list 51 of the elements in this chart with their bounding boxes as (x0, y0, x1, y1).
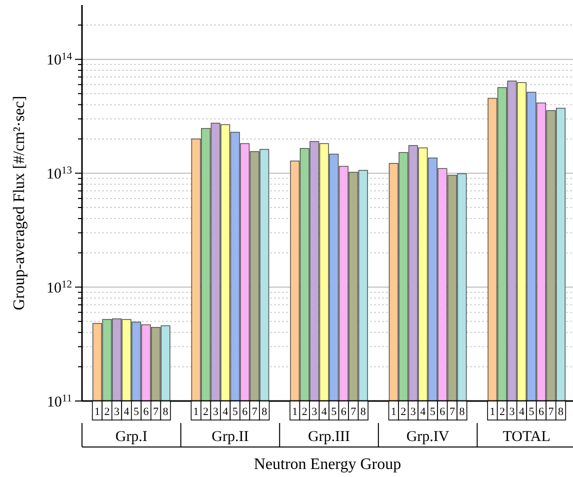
text: 5 (528, 406, 534, 418)
text: 6 (538, 406, 544, 418)
text: 5 (430, 406, 436, 418)
text: 3 (509, 406, 515, 418)
x-tick-label: Grp.IV (406, 429, 450, 445)
text: 6 (340, 406, 346, 418)
series-label: 7 (153, 406, 160, 418)
text: 8 (459, 406, 465, 418)
y-tick-label: 10$^{13}$ (46, 164, 72, 182)
text: 2 (203, 406, 209, 418)
series-label: 6 (143, 406, 150, 418)
x-tick-label: Grp.I (115, 429, 148, 445)
text: 4 (321, 406, 327, 418)
x-tick-label: TOTAL (502, 429, 550, 445)
text: 7 (252, 406, 258, 418)
text: 4 (518, 406, 524, 418)
y-tick-label: 10$^{12}$ (46, 278, 72, 296)
text: 2 (302, 406, 308, 418)
text: 5 (331, 406, 337, 418)
text: 1 (292, 406, 298, 418)
text: 3 (410, 406, 416, 418)
text: 3 (212, 406, 218, 418)
y-tick-label: 10$^{11}$ (46, 392, 72, 410)
series-label: 2 (104, 406, 110, 418)
text: 4 (222, 406, 228, 418)
text: 1 (390, 406, 396, 418)
series-label: 8 (162, 406, 169, 418)
series-label: 4 (124, 406, 130, 418)
x-axis-title: Neutron Energy Group (254, 456, 402, 473)
text: 2 (400, 406, 406, 418)
text: 3 (312, 406, 318, 418)
text: 7 (548, 406, 554, 418)
text: 1 (490, 406, 496, 418)
text: 6 (440, 406, 446, 418)
text: 7 (449, 406, 455, 418)
y-axis-title: Group-averaged Flux [#/cm²·sec] (11, 96, 28, 310)
text: 5 (232, 406, 238, 418)
text: 8 (360, 406, 366, 418)
text: 6 (242, 406, 248, 418)
series-label: 5 (134, 406, 140, 418)
text: 4 (420, 406, 426, 418)
y-tick-label: 10$^{14}$ (46, 51, 73, 69)
text: 8 (558, 406, 564, 418)
text: 1 (193, 406, 199, 418)
text: 7 (350, 406, 356, 418)
x-tick-label: Grp.II (212, 429, 249, 445)
text: 2 (499, 406, 505, 418)
text: 8 (262, 406, 268, 418)
series-label: 3 (114, 406, 120, 418)
series-label: 1 (94, 406, 100, 418)
x-tick-label: Grp.III (308, 429, 350, 445)
